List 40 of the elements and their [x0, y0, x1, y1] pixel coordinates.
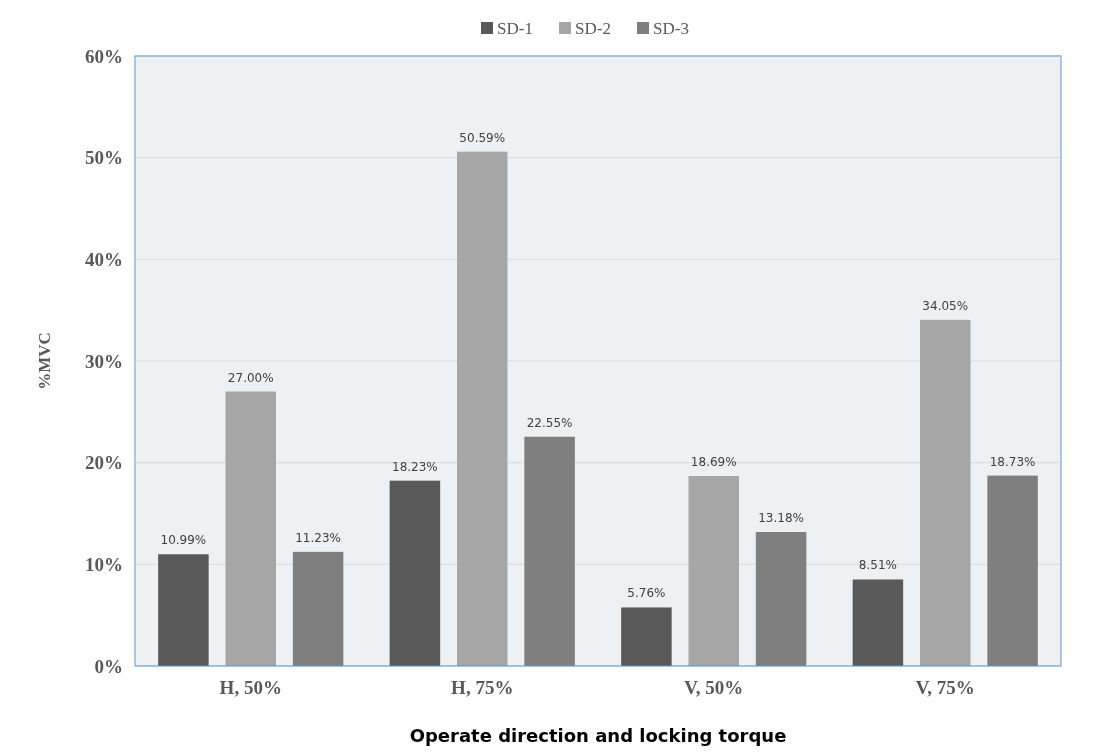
bar [688, 475, 739, 666]
legend-label: SD-3 [653, 18, 689, 38]
x-axis-title: Operate direction and locking torque [409, 725, 787, 746]
x-tick-label: V, 50% [684, 677, 744, 698]
legend-label: SD-2 [575, 18, 611, 38]
data-label: 10.99% [160, 533, 207, 548]
y-tick-label: 10% [85, 553, 123, 575]
data-label: 22.55% [526, 415, 573, 430]
y-tick-label: 20% [85, 452, 123, 474]
bar [292, 551, 344, 666]
bar [987, 475, 1038, 666]
x-tick-label: H, 75% [451, 677, 514, 698]
bar [920, 319, 971, 666]
data-label: 13.18% [758, 511, 804, 525]
bar [524, 436, 575, 666]
bar [389, 480, 441, 666]
data-label: 18.73% [989, 454, 1036, 469]
data-label: 18.69% [690, 454, 737, 469]
bar [755, 532, 807, 666]
data-label: 27.00% [227, 370, 274, 385]
data-label: 11.23% [295, 530, 341, 545]
legend-label: SD-1 [497, 18, 533, 38]
bar [158, 554, 209, 666]
data-label: 34.05% [922, 298, 969, 313]
x-tick-label: H, 50% [219, 677, 282, 698]
y-tick-label: 60% [85, 45, 123, 67]
data-label: 18.23% [392, 459, 438, 474]
bar [621, 607, 672, 666]
y-axis-title: %MVC [35, 332, 54, 390]
bar [852, 579, 904, 666]
y-tick-label: 0% [94, 655, 123, 677]
x-tick-label: V, 75% [915, 677, 975, 698]
data-label: 8.51% [858, 558, 897, 573]
data-label: 5.76% [627, 586, 666, 601]
y-tick-label: 30% [85, 350, 123, 372]
y-tick-label: 40% [85, 248, 123, 270]
bar [225, 391, 276, 666]
bar [457, 151, 508, 666]
data-label: 50.59% [459, 130, 506, 145]
y-tick-label: 50% [85, 147, 123, 169]
